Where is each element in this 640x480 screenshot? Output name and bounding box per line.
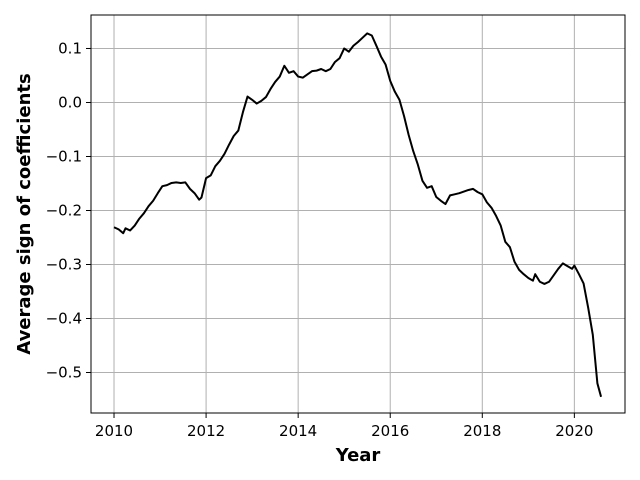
x-axis-ticks: 2010 2012 2014 2016 2018 2020 <box>95 413 593 440</box>
y-tick-label: −0.2 <box>46 201 82 219</box>
x-tick-label: 2010 <box>95 422 133 440</box>
series-line <box>113 32 603 398</box>
x-tick-label: 2018 <box>463 422 501 440</box>
grid <box>91 15 625 413</box>
y-axis-title: Average sign of coefficients <box>14 73 35 354</box>
y-tick-label: 0.0 <box>58 93 82 111</box>
x-tick-label: 2020 <box>555 422 593 440</box>
x-tick-label: 2012 <box>187 422 225 440</box>
x-tick-label: 2014 <box>279 422 317 440</box>
x-axis-title: Year <box>335 445 381 466</box>
y-tick-label: 0.1 <box>58 39 82 57</box>
y-tick-label: −0.1 <box>46 147 82 165</box>
y-tick-label: −0.4 <box>46 309 82 327</box>
y-tick-label: −0.3 <box>46 255 82 273</box>
series-layer <box>113 32 603 398</box>
y-tick-label: −0.5 <box>46 363 82 381</box>
plot-area-frame <box>90 14 626 414</box>
x-tick-label: 2016 <box>371 422 409 440</box>
y-axis-ticks: 0.1 0.0 −0.1 −0.2 −0.3 −0.4 −0.5 <box>46 39 91 381</box>
